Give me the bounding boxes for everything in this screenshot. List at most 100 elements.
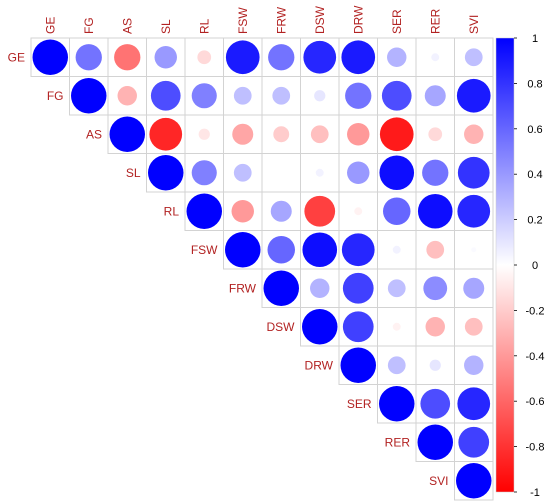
corr-circle-RER-RER [417, 424, 453, 460]
corr-circle-GE-FSW [225, 40, 260, 75]
corr-circle-DSW-SVI [464, 317, 483, 336]
corr-circle-GE-GE [32, 39, 68, 75]
corr-circle-SL-DRW [347, 161, 370, 184]
column-label-drw: DRW [351, 5, 365, 34]
column-label-fsw: FSW [236, 7, 250, 34]
colorbar-tick-label: 0.6 [527, 124, 542, 136]
row-label-as: AS [86, 127, 102, 141]
corr-circle-SER-RER [420, 388, 451, 419]
corr-circle-SL-FSW [233, 163, 252, 182]
colorbar-tick-label: 0.2 [527, 215, 542, 227]
colorbar-tick-label: -0.4 [526, 351, 545, 363]
colorbar-tick-label: 1 [532, 33, 538, 45]
corr-circle-GE-SVI [464, 48, 483, 67]
corr-circle-RL-SVI [457, 194, 491, 228]
corr-circle-RL-RL [186, 193, 222, 229]
row-label-ser: SER [347, 397, 372, 411]
colorbar-tick-label: -1 [530, 487, 540, 499]
corr-circle-AS-RL [198, 128, 210, 140]
column-label-as: AS [120, 18, 134, 34]
corr-circle-FG-FSW [233, 86, 252, 105]
corr-circle-FRW-RER [423, 276, 448, 301]
corr-circle-AS-SER [379, 117, 414, 152]
row-label-frw: FRW [229, 281, 257, 295]
row-label-svi: SVI [429, 474, 448, 488]
corr-circle-GE-FRW [268, 44, 295, 71]
corr-circle-SER-SER [379, 386, 415, 422]
corr-circle-DSW-DSW [302, 309, 338, 345]
corr-circle-SL-SVI [457, 156, 490, 189]
corr-circle-FG-DRW [345, 82, 372, 109]
corr-circle-SL-SL [148, 155, 184, 191]
circles-layer [32, 39, 492, 499]
corr-circle-GE-AS [114, 44, 141, 71]
corr-circle-SVI-SVI [456, 463, 492, 499]
corr-circle-GE-FG [75, 44, 102, 71]
colorbar-tick-label: -0.8 [526, 442, 545, 454]
row-label-drw: DRW [305, 358, 334, 372]
corr-circle-AS-SVI [464, 124, 484, 144]
corr-circle-RL-DRW [354, 207, 363, 216]
corr-circle-FSW-RER [426, 240, 445, 259]
corr-circle-RL-SER [383, 197, 411, 225]
corr-circle-FSW-SER [392, 245, 401, 254]
corr-circle-GE-SER [387, 47, 407, 67]
corr-circle-FRW-SVI [463, 277, 485, 299]
corr-circle-FG-FG [71, 78, 107, 114]
row-label-ge: GE [8, 50, 25, 64]
column-label-frw: FRW [274, 6, 288, 34]
corr-circle-FG-SVI [456, 78, 491, 113]
corr-circle-FSW-SVI [471, 247, 477, 253]
corr-circle-FG-DSW [314, 90, 326, 102]
corr-circle-FRW-DSW [310, 278, 330, 298]
row-label-sl: SL [126, 166, 141, 180]
corr-circle-FG-RER [424, 85, 446, 107]
corr-circle-FG-SER [381, 80, 412, 111]
row-label-rl: RL [164, 204, 180, 218]
corr-circle-FSW-FSW [225, 232, 261, 268]
corr-circle-SL-SER [379, 155, 415, 191]
corr-circle-FSW-FRW [267, 236, 295, 264]
column-label-ge: GE [43, 17, 57, 34]
row-label-fsw: FSW [191, 243, 218, 257]
colorbar-gradient [496, 38, 514, 492]
column-label-fg: FG [82, 17, 96, 34]
column-label-sl: SL [159, 19, 173, 34]
corr-circle-AS-AS [109, 116, 145, 152]
corr-circle-AS-FSW [232, 123, 254, 145]
corr-circle-DRW-RER [429, 359, 441, 371]
corr-circle-GE-RL [197, 50, 212, 65]
corr-circle-AS-SL [149, 117, 183, 151]
corr-circle-AS-DSW [310, 125, 329, 144]
row-label-fg: FG [47, 89, 64, 103]
corr-circle-DSW-DRW [342, 311, 374, 343]
corr-circle-GE-RER [431, 53, 440, 62]
corr-circle-DRW-SVI [464, 355, 484, 375]
row-label-rer: RER [385, 435, 411, 449]
corr-circle-SL-RER [422, 159, 449, 186]
corr-circle-FSW-DRW [341, 233, 375, 267]
grid-cell-SL-FRW [261, 153, 301, 193]
corr-circle-FRW-FRW [263, 270, 299, 306]
corr-circle-RER-SVI [458, 426, 490, 458]
column-label-rl: RL [197, 18, 211, 34]
colorbar-tick-label: -0.6 [526, 396, 545, 408]
corr-circle-FG-FRW [272, 86, 291, 105]
corr-circle-FSW-DSW [302, 232, 338, 268]
corr-circle-RL-DSW [304, 195, 336, 227]
corr-circle-GE-SL [154, 46, 177, 69]
colorbar-tick-label: 0.4 [527, 169, 542, 181]
corr-circle-RL-FRW [270, 200, 292, 222]
corr-circle-DRW-DRW [340, 347, 376, 383]
corr-circle-FG-AS [117, 86, 137, 106]
colorbar-tick-label: -0.2 [526, 305, 545, 317]
corr-circle-AS-FRW [273, 126, 290, 143]
column-label-ser: SER [390, 9, 404, 34]
column-label-rer: RER [428, 8, 442, 34]
grid-cell-FG-RER [415, 76, 455, 116]
column-label-svi: SVI [467, 15, 481, 34]
corr-circle-SL-DSW [315, 168, 324, 177]
corr-circle-SER-SVI [457, 387, 491, 421]
corr-circle-FG-SL [150, 80, 181, 111]
